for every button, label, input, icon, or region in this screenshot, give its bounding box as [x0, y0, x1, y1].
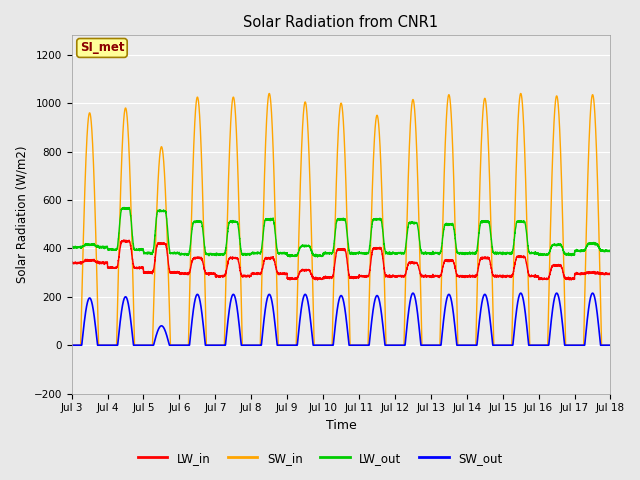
LW_out — [164, 239, 172, 245]
LW_in — [120, 237, 128, 243]
LW_in — [314, 277, 321, 283]
SW_out — [432, 342, 440, 348]
LW_in — [68, 260, 76, 265]
LW_out — [606, 247, 614, 253]
LW_out — [493, 252, 500, 257]
LW_in — [164, 262, 172, 268]
SW_out — [607, 342, 614, 348]
Line: SW_out: SW_out — [72, 293, 611, 345]
Line: LW_in: LW_in — [72, 240, 611, 280]
SW_in — [492, 342, 500, 348]
SW_in — [606, 342, 614, 348]
LW_out — [462, 251, 470, 256]
SW_out — [462, 342, 470, 348]
LW_out — [314, 254, 321, 260]
SW_out — [68, 342, 76, 348]
SW_in — [432, 342, 440, 348]
Line: SW_in: SW_in — [72, 94, 611, 345]
LW_in — [462, 274, 470, 279]
SW_out — [409, 290, 417, 296]
LW_out — [607, 248, 614, 254]
LW_in — [432, 273, 440, 279]
Text: SI_met: SI_met — [80, 41, 124, 54]
SW_in — [321, 342, 329, 348]
SW_out — [321, 342, 328, 348]
LW_in — [606, 270, 614, 276]
SW_out — [164, 339, 172, 345]
SW_in — [462, 342, 470, 348]
LW_out — [321, 251, 329, 256]
LW_out — [120, 204, 128, 210]
Line: LW_out: LW_out — [72, 207, 611, 257]
SW_in — [68, 342, 76, 348]
Legend: LW_in, SW_in, LW_out, SW_out: LW_in, SW_in, LW_out, SW_out — [132, 447, 508, 469]
LW_in — [493, 275, 500, 280]
SW_in — [607, 342, 614, 348]
LW_in — [607, 271, 614, 277]
SW_out — [606, 342, 614, 348]
SW_out — [492, 342, 500, 348]
SW_in — [266, 91, 273, 96]
Y-axis label: Solar Radiation (W/m2): Solar Radiation (W/m2) — [15, 146, 28, 283]
SW_in — [164, 275, 172, 280]
LW_out — [432, 250, 440, 256]
LW_out — [68, 244, 76, 250]
LW_in — [321, 275, 329, 281]
Title: Solar Radiation from CNR1: Solar Radiation from CNR1 — [243, 15, 438, 30]
X-axis label: Time: Time — [326, 419, 356, 432]
